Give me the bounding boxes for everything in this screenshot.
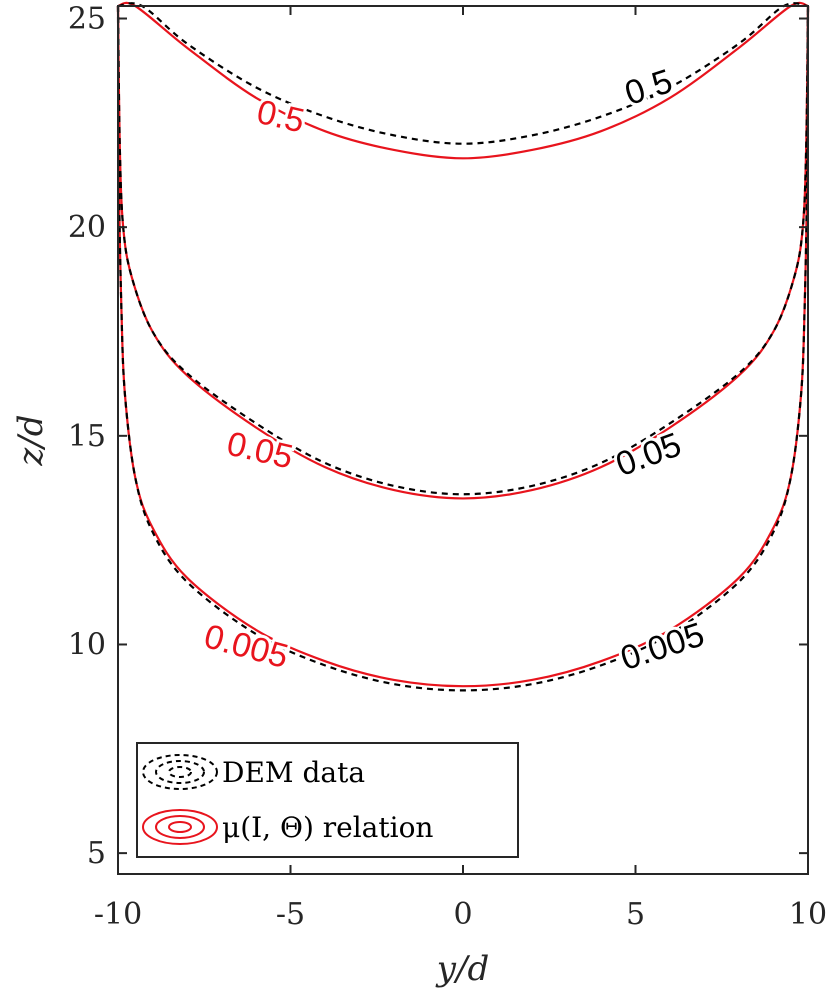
x-tick-label: 10 [789, 897, 827, 932]
x-tick-label: -10 [94, 897, 142, 932]
legend-swatch-dem [142, 754, 218, 790]
y-axis-label: z/d [11, 414, 51, 466]
legend: DEM data μ(I, Θ) relation [136, 742, 519, 858]
y-tick-label: 10 [68, 627, 106, 662]
x-tick-label: -5 [276, 897, 305, 932]
axis-ticks: -10 -5 0 5 10 5 10 15 20 25 [68, 2, 827, 932]
x-tick-label: 5 [626, 897, 645, 932]
y-tick-label: 20 [68, 210, 106, 245]
legend-label-dem: DEM data [222, 756, 365, 789]
plot-area [118, 6, 808, 874]
x-axis-label: y/d [435, 949, 489, 989]
legend-label-relation: μ(I, Θ) relation [222, 811, 433, 844]
contour-line-relation-0.05 [116, 5, 810, 500]
y-tick-label: 15 [68, 419, 106, 454]
x-tick-label: 0 [453, 897, 472, 932]
contour-line-dem-0.5 [117, 2, 809, 145]
y-tick-label: 25 [68, 2, 106, 37]
y-tick-label: 5 [87, 836, 106, 871]
legend-swatch-relation [142, 809, 218, 845]
contour-line-relation-0.5 [117, 1, 809, 160]
contour-lines [116, 1, 810, 692]
legend-box [136, 742, 519, 858]
contour-line-dem-0.005 [116, 5, 810, 692]
